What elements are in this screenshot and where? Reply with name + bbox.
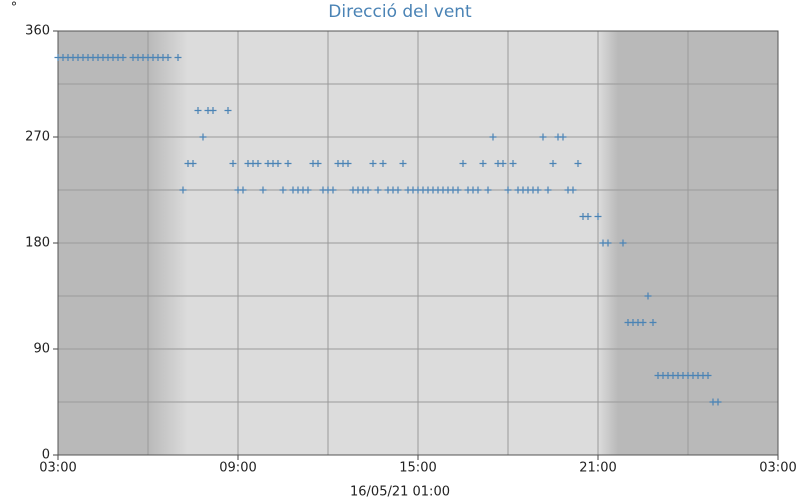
point: [369, 160, 377, 167]
point: [584, 213, 592, 220]
chart-title: Direcció del vent: [328, 2, 472, 22]
x-axis-label: 16/05/21 01:00: [350, 485, 450, 500]
point: [484, 186, 492, 194]
point: [304, 186, 312, 194]
point: [559, 133, 567, 141]
point: [199, 133, 207, 141]
point: [499, 160, 507, 167]
point: [604, 239, 612, 247]
point: [364, 186, 372, 194]
point: [504, 186, 512, 194]
point: [459, 160, 467, 167]
point: [534, 186, 542, 194]
point: [479, 160, 487, 167]
point: [194, 107, 202, 114]
point: [254, 160, 262, 167]
point: [239, 186, 247, 194]
point: [274, 160, 282, 167]
point: [489, 133, 497, 141]
point: [374, 186, 382, 194]
x-tick-label: 03:00: [759, 461, 796, 476]
point: [329, 186, 337, 194]
point: [574, 160, 582, 167]
point: [344, 160, 352, 167]
point: [164, 54, 172, 61]
y-tick-label: 0: [42, 448, 50, 463]
y-tick-label: 360: [25, 24, 50, 39]
point: [119, 54, 127, 61]
point: [474, 186, 482, 194]
y-axis-label: °: [11, 1, 18, 16]
point: [544, 186, 552, 194]
point: [619, 239, 627, 247]
point: [649, 319, 657, 326]
point: [174, 54, 182, 61]
y-tick-label: 90: [33, 342, 50, 357]
point: [644, 292, 652, 300]
x-tick-label: 15:00: [399, 461, 436, 476]
point: [379, 160, 387, 167]
point: [714, 398, 722, 406]
x-tick-label: 03:00: [39, 461, 76, 476]
point: [639, 319, 647, 326]
point: [704, 372, 712, 379]
point: [539, 133, 547, 141]
point: [394, 186, 402, 194]
point: [454, 186, 462, 194]
point: [549, 160, 557, 167]
point: [189, 160, 197, 167]
y-tick-label: 270: [25, 130, 50, 145]
point: [224, 107, 232, 114]
point: [314, 160, 322, 167]
x-tick-label: 21:00: [579, 461, 616, 476]
point: [229, 160, 237, 167]
x-tick-label: 09:00: [219, 461, 256, 476]
plot-border: [57, 30, 779, 456]
point: [259, 186, 267, 194]
point: [399, 160, 407, 167]
point: [179, 186, 187, 194]
point: [509, 160, 517, 167]
point: [594, 213, 602, 220]
point: [569, 186, 577, 194]
point: [284, 160, 292, 167]
point: [279, 186, 287, 194]
y-tick-label: 180: [25, 236, 50, 251]
point: [209, 107, 217, 114]
